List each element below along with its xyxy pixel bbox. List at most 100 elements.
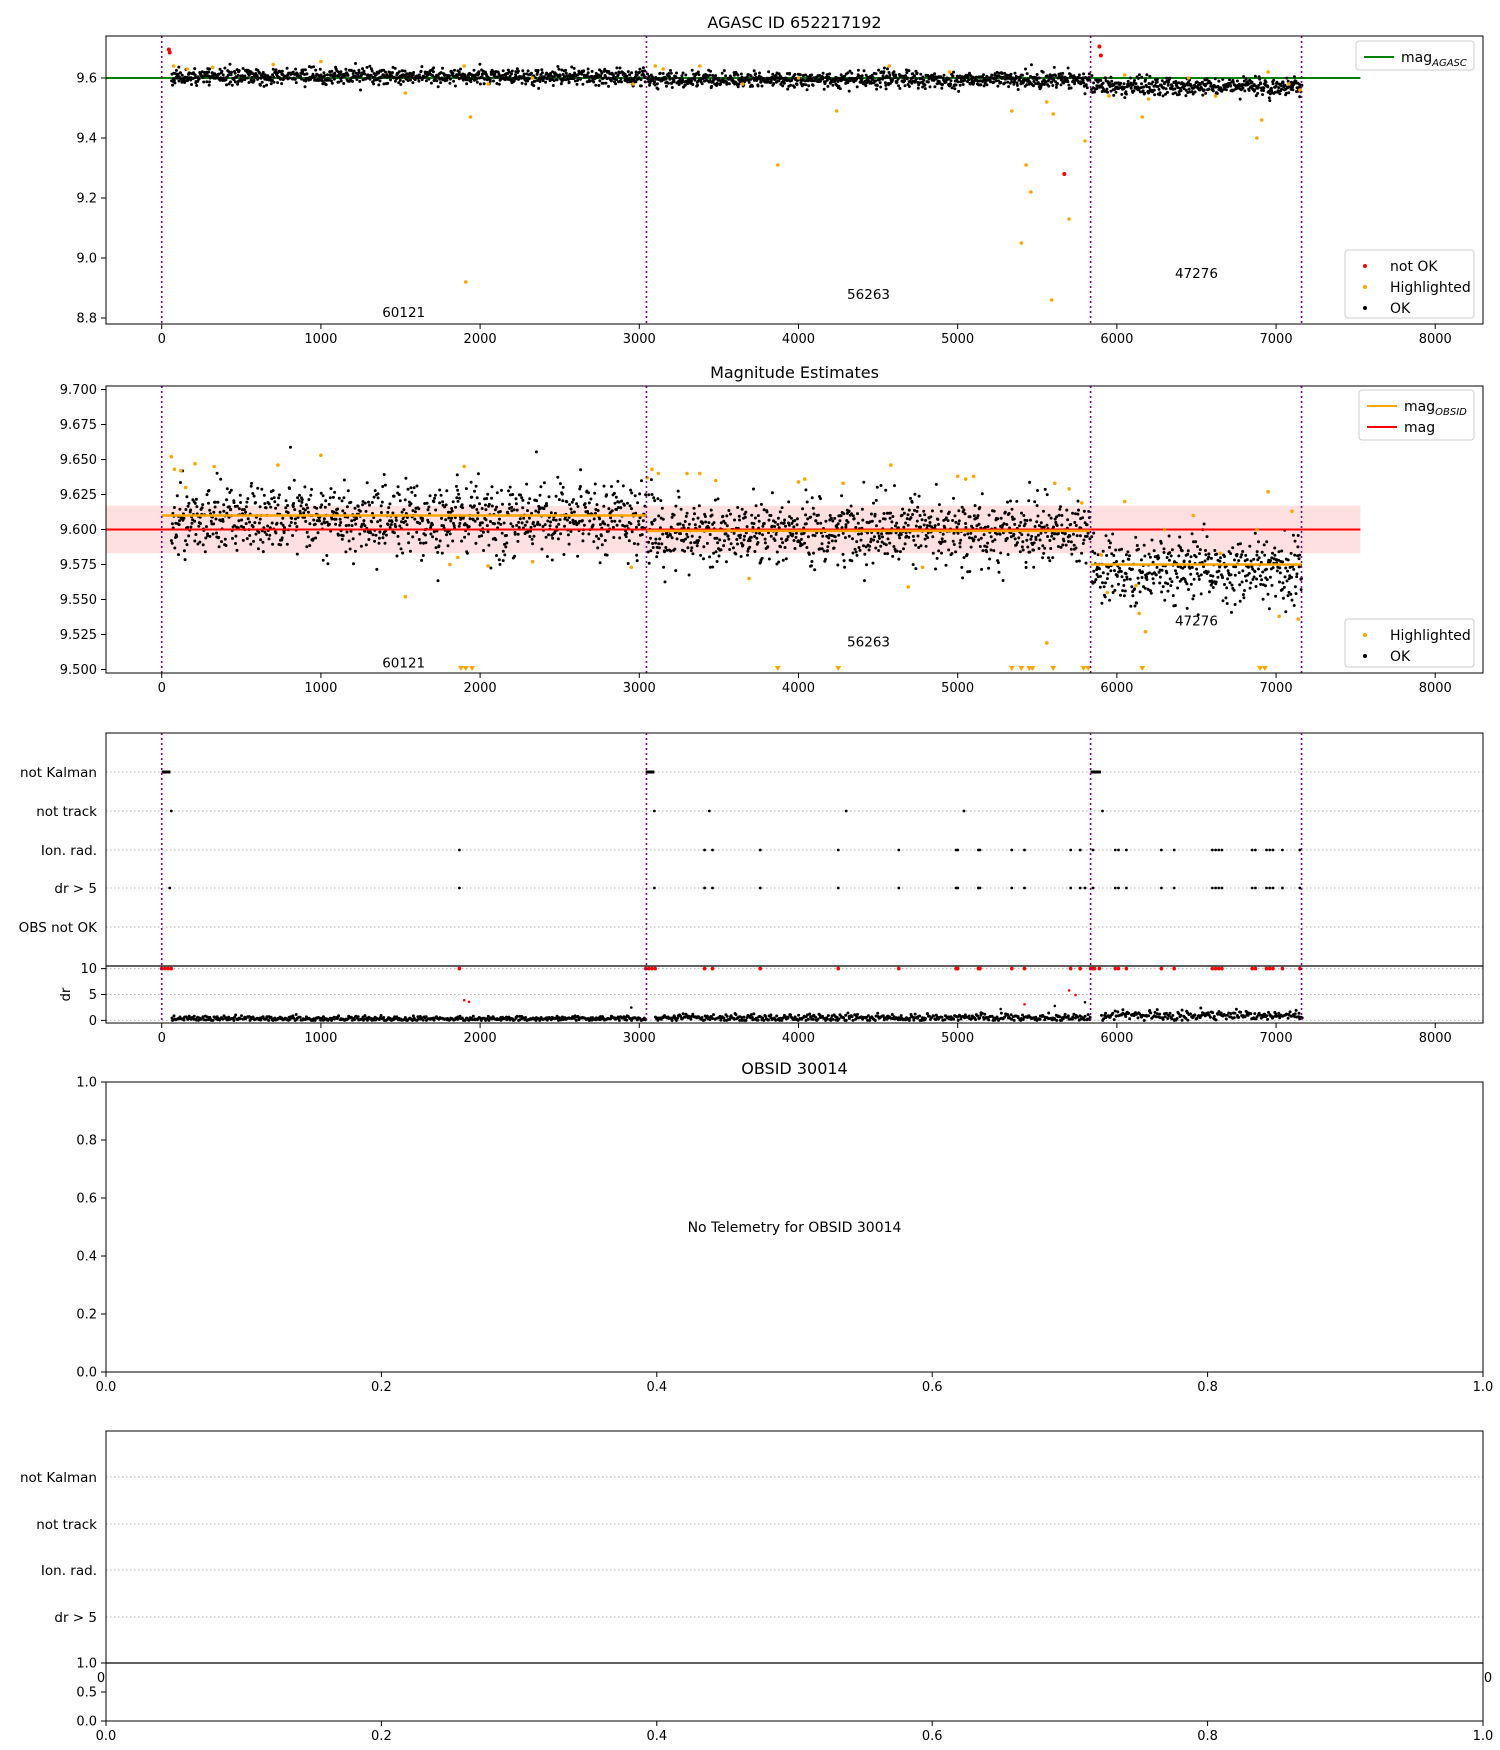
agasc-ok-point-s0-749 bbox=[527, 77, 531, 81]
estimates-ok-point-s0-638 bbox=[474, 484, 478, 488]
estimates-ok-point-s1-889 bbox=[1070, 552, 1074, 556]
estimates-ok-point-s2-184 bbox=[1178, 535, 1182, 539]
estimates-ok-point-s2-29 bbox=[1104, 581, 1107, 585]
agasc-highlighted-point-8 bbox=[464, 280, 468, 284]
agasc-ok-point-s2-4 bbox=[1092, 81, 1096, 85]
agasc-ok-point-s0-777 bbox=[540, 71, 544, 75]
estimates-ok-point-s0-221 bbox=[275, 521, 279, 525]
estimates-ok-point-s0-215 bbox=[272, 496, 276, 500]
estimates-ok-point-s1-189 bbox=[736, 506, 740, 509]
agasc-ok-point-s0-501 bbox=[409, 78, 412, 82]
estimates-ok-point-s1-158 bbox=[721, 514, 725, 518]
agasc-ok-point-s2-317 bbox=[1241, 86, 1245, 90]
agasc-ok-point-s1-487 bbox=[878, 81, 882, 85]
agasc-ok-point-s1-743 bbox=[1000, 72, 1004, 75]
estimates-ok-point-s0-955 bbox=[626, 501, 629, 505]
estimates-ok-point-s0-642 bbox=[476, 511, 480, 515]
estimates-ok-point-s0-205 bbox=[267, 502, 271, 506]
estimates-ok-point-s0-659 bbox=[484, 518, 488, 522]
agasc-ok-point-s0-219 bbox=[274, 68, 278, 72]
estimates-ok-point-s0-608 bbox=[460, 539, 464, 543]
agasc-ok-point-s1-80 bbox=[684, 73, 688, 77]
estimates-ok-point-s0-216 bbox=[273, 500, 277, 504]
estimates-legend-lower-handle-1 bbox=[1363, 654, 1367, 658]
agasc-ok-point-s1-368 bbox=[821, 71, 825, 75]
estimates-ok-point-s2-215 bbox=[1192, 577, 1196, 581]
estimates-ok-point-s0-422 bbox=[371, 533, 375, 537]
estimates-ok-point-s2-410 bbox=[1286, 569, 1289, 573]
estimates-ok-point-s0-117 bbox=[225, 487, 229, 491]
estimates-ok-point-s0-583 bbox=[448, 532, 452, 536]
estimates-ok-point-s1-388 bbox=[831, 519, 835, 523]
agasc-ok-point-s0-396 bbox=[359, 88, 362, 92]
estimates-ok-point-s0-357 bbox=[340, 499, 344, 503]
agasc-ok-point-s0-276 bbox=[301, 68, 305, 72]
estimates-ok-point-s2-422 bbox=[1291, 533, 1295, 537]
estimates-ok-point-s1-333 bbox=[804, 522, 808, 526]
estimates-ok-point-s0-438 bbox=[379, 524, 383, 528]
estimates-ok-point-s0-264 bbox=[296, 496, 300, 500]
estimates-ok-point-s0-155 bbox=[244, 510, 248, 514]
estimates-ok-point-s1-167 bbox=[725, 524, 729, 528]
estimates-ok-point-s1-163 bbox=[723, 521, 727, 525]
agasc-ok-point-s0-139 bbox=[236, 73, 240, 77]
estimates-ok-point-s0-850 bbox=[576, 554, 580, 558]
estimates-ok-point-s2-428 bbox=[1294, 592, 1298, 596]
estimates-ok-point-s1-824 bbox=[1039, 531, 1043, 535]
estimates-ok-point-s1-821 bbox=[1037, 524, 1041, 528]
estimates-ok-point-s1-561 bbox=[914, 543, 918, 547]
estimates-ok-point-s0-386 bbox=[354, 522, 358, 526]
agasc-ok-point-s0-415 bbox=[368, 64, 372, 68]
estimates-ok-point-s0-750 bbox=[528, 497, 532, 501]
agasc-ok-point-s1-705 bbox=[982, 84, 986, 88]
agasc-highlighted-point-7 bbox=[468, 115, 473, 119]
agasc-ok-point-s0-429 bbox=[374, 73, 378, 77]
agasc-ok-point-s0-899 bbox=[599, 74, 603, 78]
agasc-not-ok-point-3 bbox=[1097, 44, 1102, 49]
agasc-ok-point-s1-849 bbox=[1051, 84, 1055, 87]
agasc-ok-point-s1-924 bbox=[1087, 76, 1091, 79]
agasc-ok-point-s1-381 bbox=[828, 72, 832, 76]
estimates-highlighted-point-35 bbox=[1067, 487, 1071, 491]
agasc-highlighted-point-38 bbox=[1266, 70, 1270, 74]
estimates-ok-point-s0-79 bbox=[207, 489, 211, 492]
estimates-ok-point-s1-860 bbox=[1056, 532, 1060, 536]
estimates-ok-point-s1-770 bbox=[1013, 537, 1017, 541]
estimates-ok-point-s0-734 bbox=[520, 521, 524, 525]
estimates-ok-point-s0-916 bbox=[607, 507, 611, 511]
estimates-ok-point-s0-698 bbox=[503, 553, 507, 557]
agasc-ok-point-s0-153 bbox=[243, 78, 247, 82]
estimates-ok-point-s1-117 bbox=[702, 557, 705, 561]
estimates-ok-point-s0-932 bbox=[615, 508, 619, 511]
agasc-ok-point-s0-284 bbox=[305, 72, 309, 76]
estimates-ok-point-s2-290 bbox=[1228, 581, 1232, 585]
estimates-ok-point-s0-249 bbox=[289, 445, 292, 449]
estimates-ok-point-s1-288 bbox=[783, 546, 787, 549]
estimates-ok-point-s0-788 bbox=[546, 519, 550, 523]
estimates-ok-point-s0-780 bbox=[542, 507, 546, 511]
estimates-ok-point-s0-317 bbox=[321, 494, 325, 498]
estimates-ok-point-s1-370 bbox=[822, 549, 826, 553]
agasc-ok-point-s1-837 bbox=[1045, 74, 1049, 78]
estimates-ok-point-s2-87 bbox=[1131, 594, 1135, 598]
estimates-ok-point-s0-372 bbox=[347, 539, 351, 543]
estimates-ok-point-s0-267 bbox=[297, 499, 301, 503]
estimates-ok-point-s0-273 bbox=[300, 500, 304, 504]
estimates-ok-point-s2-372 bbox=[1267, 607, 1271, 611]
estimates-ok-point-s0-718 bbox=[513, 554, 517, 558]
estimates-ok-point-s2-121 bbox=[1148, 571, 1151, 575]
estimates-ok-point-s2-212 bbox=[1191, 597, 1195, 601]
estimates-ok-point-s1-716 bbox=[988, 557, 992, 561]
estimates-ok-point-s0-204 bbox=[267, 537, 271, 541]
agasc-ok-point-s0-78 bbox=[207, 70, 211, 74]
estimates-ok-point-s1-148 bbox=[716, 497, 720, 501]
agasc-ok-point-s1-268 bbox=[773, 77, 777, 81]
estimates-ok-point-s0-511 bbox=[413, 510, 417, 514]
estimates-ok-point-s2-338 bbox=[1251, 577, 1255, 581]
agasc-ok-point-s0-738 bbox=[522, 72, 526, 76]
agasc-ok-point-s0-795 bbox=[549, 74, 553, 78]
estimates-ok-point-s0-890 bbox=[595, 534, 598, 538]
agasc-ok-point-s1-450 bbox=[860, 74, 864, 78]
agasc-legend-lower-label-main-2: OK bbox=[1390, 301, 1411, 317]
